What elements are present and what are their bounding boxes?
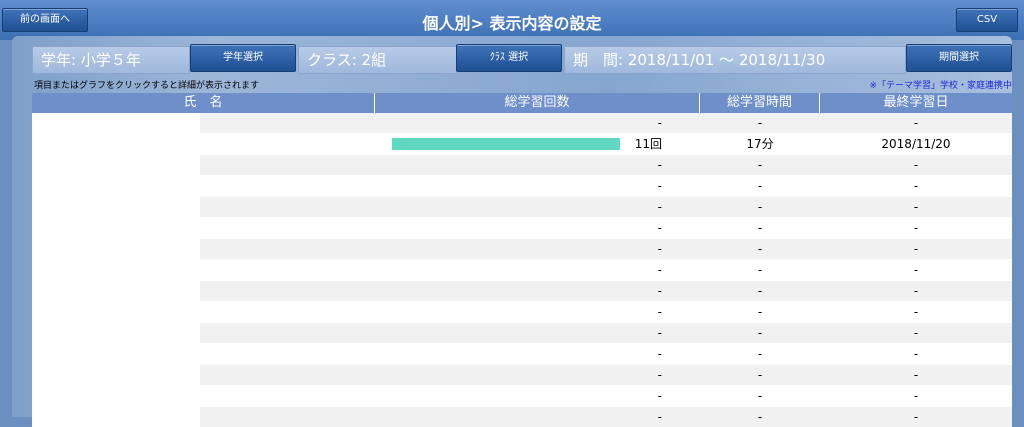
header-name[interactable]: 氏 名 [32,93,375,113]
study-count-cell: - [657,410,662,424]
filter-row: 学年: 小学５年 学年選択 クラス: 2組 ｸﾗｽ 選択 期 間: 2018/1… [22,44,1012,74]
study-count-cell: - [657,347,662,361]
study-time-cell: - [757,326,763,340]
student-name-cell[interactable] [32,302,200,322]
table-row[interactable]: --- [32,239,1012,259]
top-bar: 前の画面へ 個人別> 表示内容の設定 CSV [0,0,1024,40]
table-row[interactable]: --- [32,344,1012,364]
study-count-cell: - [657,221,662,235]
student-name-cell[interactable] [32,197,200,217]
study-time-cell: - [757,242,763,256]
study-count-cell: 11回 [634,137,662,151]
last-study-date-cell: - [913,221,919,235]
last-study-date-cell: - [913,242,919,256]
page-title: 個人別> 表示内容の設定 [422,14,602,33]
study-time-cell: - [757,200,763,214]
student-name-cell[interactable] [32,113,200,133]
student-name-cell[interactable] [32,155,200,175]
grade-select-button[interactable]: 学年選択 [190,44,296,72]
last-study-date-cell: - [913,116,919,130]
period-select-button[interactable]: 期間選択 [906,44,1012,72]
study-time-cell: - [757,368,763,382]
csv-button[interactable]: CSV [956,8,1018,32]
table-header: 氏 名 総学習回数 総学習時間 最終学習日 [32,93,1012,113]
last-study-date-cell: - [913,284,919,298]
study-count-cell: - [657,389,662,403]
study-count-cell: - [657,242,662,256]
class-field: クラス: 2組 [298,46,458,74]
study-time-cell: - [757,284,763,298]
last-study-date-cell: - [913,263,919,277]
student-name-cell[interactable] [32,281,200,301]
study-count-cell: - [657,284,662,298]
table-row[interactable]: --- [32,302,1012,322]
student-name-cell[interactable] [32,218,200,238]
table-row[interactable]: --- [32,176,1012,196]
study-count-cell: - [657,326,662,340]
table-row[interactable]: --- [32,407,1012,427]
last-study-date-cell: - [913,347,919,361]
table-row[interactable]: --- [32,155,1012,175]
header-time[interactable]: 総学習時間 [700,93,820,113]
last-study-date-cell: - [913,200,919,214]
header-count[interactable]: 総学習回数 [375,93,700,113]
study-time-cell: - [757,389,763,403]
results-table: 氏 名 総学習回数 総学習時間 最終学習日 - - - 11回 17分 2018/11/2… [32,93,1012,427]
last-study-date-cell: - [913,179,919,193]
last-study-date-cell: - [913,158,919,172]
last-study-date-cell: - [913,305,919,319]
last-study-date-cell: 2018/11/20 [881,137,951,151]
study-count-cell: - [657,305,662,319]
grade-field: 学年: 小学５年 [32,46,190,74]
study-count-cell: - [657,368,662,382]
study-time-cell: - [757,410,763,424]
notice-text[interactable]: ※「テーマ学習」学校・家庭連携中 [869,81,1012,91]
table-row[interactable]: --- [32,386,1012,406]
study-count-cell: - [657,116,662,130]
student-name-cell[interactable] [32,260,200,280]
student-name-cell[interactable] [32,239,200,259]
study-count-cell: - [657,158,662,172]
student-name-cell[interactable] [32,134,200,154]
study-time-cell: - [757,305,763,319]
last-study-date-cell: - [913,389,919,403]
table-row[interactable]: --- [32,197,1012,217]
study-count-bar[interactable] [392,138,620,150]
student-name-cell[interactable] [32,344,200,364]
header-last-date[interactable]: 最終学習日 [883,95,949,110]
period-field: 期 間: 2018/11/01 ～ 2018/11/30 [564,46,906,74]
student-name-cell[interactable] [32,365,200,385]
last-study-date-cell: - [913,368,919,382]
table-row[interactable]: --- [32,323,1012,343]
study-time-cell: - [757,263,763,277]
last-study-date-cell: - [913,410,919,424]
study-count-cell: - [657,200,662,214]
student-name-cell[interactable] [32,386,200,406]
student-name-cell[interactable] [32,407,200,427]
study-time-cell: - [757,221,763,235]
table-row[interactable]: --- [32,218,1012,238]
study-time-cell: 17分 [746,137,774,151]
study-time-cell: - [757,179,763,193]
table-row[interactable]: --- [32,365,1012,385]
class-select-button[interactable]: ｸﾗｽ 選択 [456,44,562,72]
study-time-cell: - [757,347,763,361]
study-count-cell: - [657,263,662,277]
study-count-cell: - [657,179,662,193]
last-study-date-cell: - [913,326,919,340]
table-row[interactable]: --- [32,281,1012,301]
study-time-cell: - [757,116,763,130]
study-time-cell: - [757,158,763,172]
table-row[interactable]: --- [32,113,1012,133]
table-row[interactable]: 11回 17分 2018/11/20 [32,134,1012,154]
back-button[interactable]: 前の画面へ [2,8,88,32]
student-name-cell[interactable] [32,323,200,343]
table-row[interactable]: --- [32,260,1012,280]
student-name-cell[interactable] [32,176,200,196]
hint-text: 項目またはグラフをクリックすると詳細が表示されます [34,81,260,91]
